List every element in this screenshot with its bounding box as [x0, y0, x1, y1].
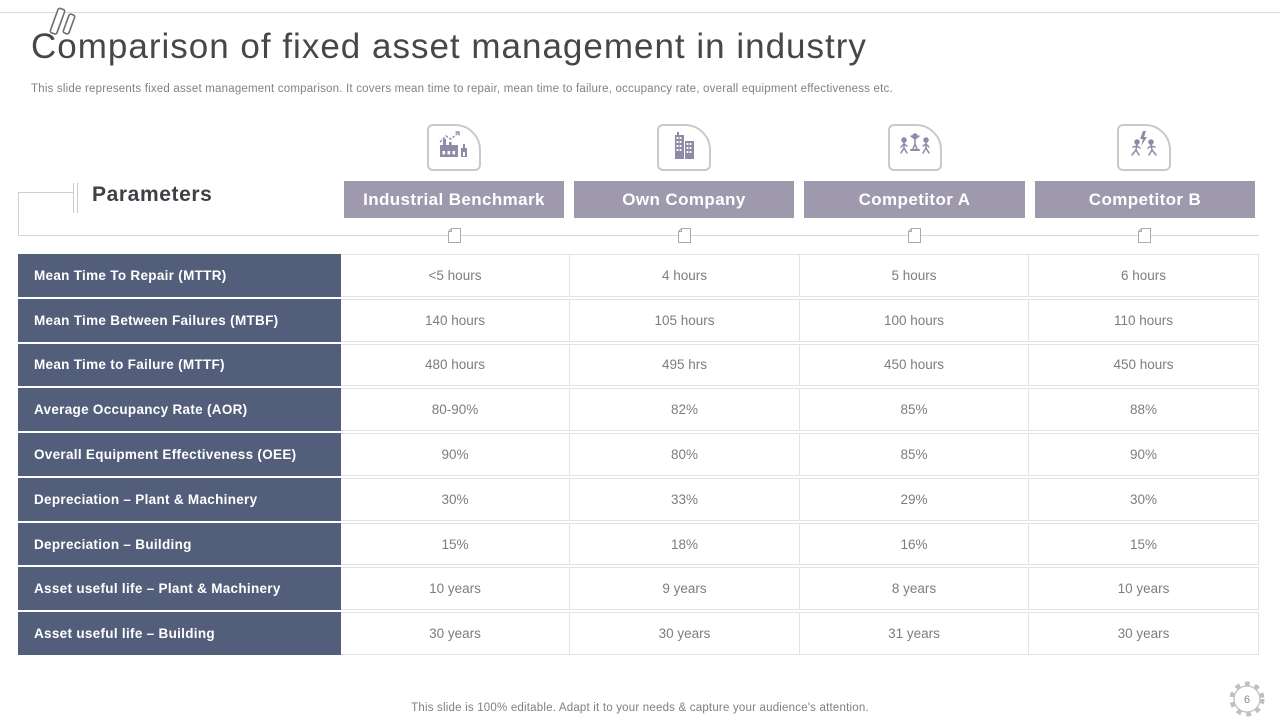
table-row: Overall Equipment Effectiveness (OEE) 90…	[18, 433, 1259, 476]
value-cell: 140 hours	[341, 298, 570, 342]
parameter-cell: Asset useful life – Plant & Machinery	[18, 567, 341, 611]
value-cell: 6 hours	[1029, 254, 1259, 297]
value-cell: 30 years	[341, 612, 570, 655]
bracket-tick	[77, 183, 78, 213]
table-row: Mean Time To Repair (MTTR) <5 hours 4 ho…	[18, 254, 1259, 297]
value-cell: 4 hours	[570, 254, 800, 297]
parameter-cell: Depreciation – Plant & Machinery	[18, 477, 341, 521]
value-cell: 495 hrs	[570, 343, 800, 387]
company-buildings-icon	[669, 129, 699, 166]
page-marker-icon	[447, 227, 462, 244]
page-marker-icon	[907, 227, 922, 244]
industrial-benchmark-icon-box	[427, 124, 481, 171]
value-cell: 90%	[1029, 433, 1259, 476]
value-cell: 30 years	[570, 612, 800, 655]
value-cell: 10 years	[1029, 567, 1259, 611]
parameters-heading: Parameters	[92, 183, 213, 206]
value-cell: 90%	[341, 433, 570, 476]
value-cell: 450 hours	[800, 343, 1029, 387]
slash-marks-icon	[42, 2, 88, 53]
value-cell: 80%	[570, 433, 800, 476]
value-cell: 480 hours	[341, 343, 570, 387]
parameter-cell: Overall Equipment Effectiveness (OEE)	[18, 433, 341, 476]
value-cell: 80-90%	[341, 388, 570, 432]
value-cell: 16%	[800, 522, 1029, 566]
top-divider	[0, 12, 1280, 13]
own-company-icon-box	[657, 124, 711, 171]
bracket-tick	[73, 183, 74, 213]
page-number: 6	[1244, 694, 1250, 706]
parameter-cell: Depreciation – Building	[18, 522, 341, 566]
winners-podium-icon	[896, 130, 934, 165]
column-header-competitor-b: Competitor B	[1035, 181, 1255, 218]
value-cell: 8 years	[800, 567, 1029, 611]
value-cell: 30%	[1029, 477, 1259, 521]
value-cell: 15%	[1029, 522, 1259, 566]
parameter-cell: Mean Time Between Failures (MTBF)	[18, 298, 341, 342]
value-cell: 450 hours	[1029, 343, 1259, 387]
runners-lightning-icon	[1128, 129, 1160, 166]
bracket-line	[18, 192, 74, 193]
connector-line	[18, 235, 1259, 236]
slide-title: Comparison of fixed asset management in …	[31, 27, 867, 66]
comparison-table: Mean Time To Repair (MTTR) <5 hours 4 ho…	[18, 254, 1259, 655]
table-row: Depreciation – Plant & Machinery 30% 33%…	[18, 477, 1259, 521]
value-cell: 30 years	[1029, 612, 1259, 655]
footer-note: This slide is 100% editable. Adapt it to…	[411, 702, 869, 714]
factory-growth-icon	[435, 129, 473, 166]
value-cell: 85%	[800, 433, 1029, 476]
slide-subtitle: This slide represents fixed asset manage…	[31, 83, 893, 95]
table-row: Mean Time Between Failures (MTBF) 140 ho…	[18, 298, 1259, 342]
value-cell: 15%	[341, 522, 570, 566]
table-row: Asset useful life – Plant & Machinery 10…	[18, 567, 1259, 611]
parameter-cell: Asset useful life – Building	[18, 612, 341, 655]
value-cell: 33%	[570, 477, 800, 521]
value-cell: 31 years	[800, 612, 1029, 655]
value-cell: <5 hours	[341, 254, 570, 297]
page-marker-icon	[1137, 227, 1152, 244]
value-cell: 18%	[570, 522, 800, 566]
value-cell: 82%	[570, 388, 800, 432]
page-marker-icon	[677, 227, 692, 244]
parameter-cell: Average Occupancy Rate (AOR)	[18, 388, 341, 432]
table-row: Depreciation – Building 15% 18% 16% 15%	[18, 522, 1259, 566]
value-cell: 29%	[800, 477, 1029, 521]
value-cell: 85%	[800, 388, 1029, 432]
value-cell: 9 years	[570, 567, 800, 611]
value-cell: 10 years	[341, 567, 570, 611]
table-row: Mean Time to Failure (MTTF) 480 hours 49…	[18, 343, 1259, 387]
parameter-cell: Mean Time To Repair (MTTR)	[18, 254, 341, 297]
column-header-industrial-benchmark: Industrial Benchmark	[344, 181, 564, 218]
value-cell: 110 hours	[1029, 298, 1259, 342]
competitor-a-icon-box	[888, 124, 942, 171]
competitor-b-icon-box	[1117, 124, 1171, 171]
column-header-own-company: Own Company	[574, 181, 794, 218]
table-row: Asset useful life – Building 30 years 30…	[18, 612, 1259, 655]
parameter-cell: Mean Time to Failure (MTTF)	[18, 343, 341, 387]
bracket-line	[18, 192, 19, 235]
page-number-badge: 6	[1227, 679, 1267, 720]
table-row: Average Occupancy Rate (AOR) 80-90% 82% …	[18, 388, 1259, 432]
value-cell: 5 hours	[800, 254, 1029, 297]
value-cell: 105 hours	[570, 298, 800, 342]
value-cell: 88%	[1029, 388, 1259, 432]
column-header-competitor-a: Competitor A	[804, 181, 1025, 218]
value-cell: 100 hours	[800, 298, 1029, 342]
value-cell: 30%	[341, 477, 570, 521]
